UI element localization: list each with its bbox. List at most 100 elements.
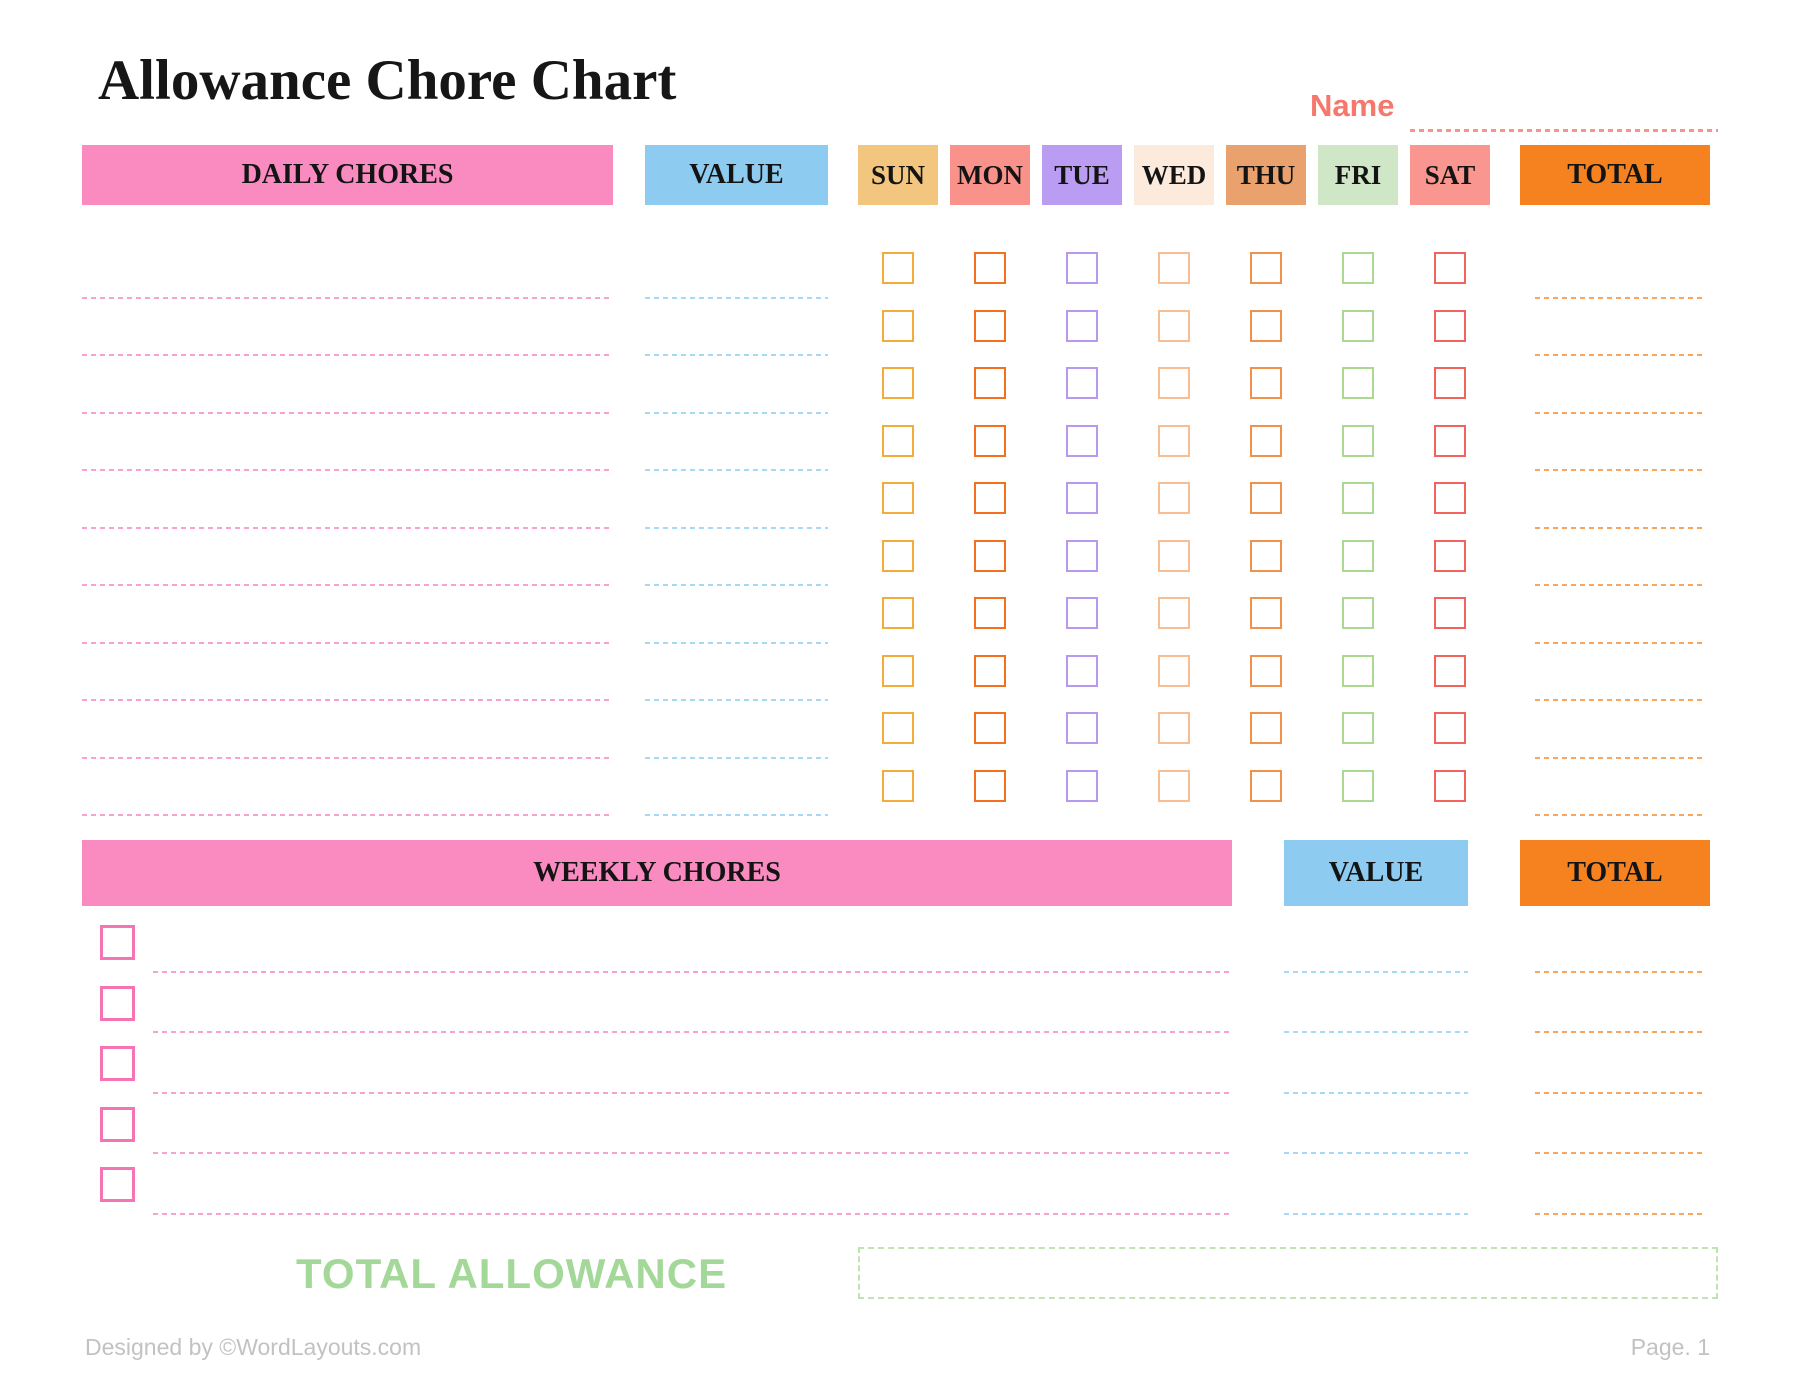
daily-checkbox-sun-row-7[interactable] (881, 597, 914, 629)
daily-checkbox-sun-row-5[interactable] (881, 482, 914, 514)
daily-total-input-line[interactable] (1535, 296, 1705, 299)
daily-total-input-line[interactable] (1535, 526, 1705, 529)
daily-chore-input-line[interactable] (82, 584, 613, 586)
weekly-chore-input-line[interactable] (153, 1212, 1232, 1215)
daily-checkbox-wed-row-5[interactable] (1157, 482, 1190, 514)
daily-checkbox-fri-row-4[interactable] (1341, 424, 1374, 457)
daily-checkbox-mon-row-9[interactable] (973, 712, 1006, 744)
daily-chore-input-line[interactable] (82, 814, 613, 816)
daily-checkbox-sun-row-8[interactable] (881, 654, 914, 687)
daily-checkbox-thu-row-2[interactable] (1249, 309, 1282, 342)
daily-checkbox-sat-row-7[interactable] (1433, 597, 1466, 629)
daily-checkbox-tue-row-7[interactable] (1065, 597, 1098, 629)
daily-checkbox-fri-row-2[interactable] (1341, 309, 1374, 342)
daily-checkbox-mon-row-7[interactable] (973, 597, 1006, 629)
daily-value-input-line[interactable] (645, 354, 828, 356)
daily-chore-input-line[interactable] (82, 469, 613, 471)
weekly-checkbox-row-1[interactable] (100, 925, 135, 960)
daily-checkbox-wed-row-6[interactable] (1157, 539, 1190, 572)
daily-checkbox-sat-row-5[interactable] (1433, 482, 1466, 514)
daily-checkbox-thu-row-10[interactable] (1249, 769, 1282, 802)
daily-checkbox-thu-row-9[interactable] (1249, 712, 1282, 744)
daily-checkbox-mon-row-4[interactable] (973, 424, 1006, 457)
daily-checkbox-thu-row-3[interactable] (1249, 367, 1282, 399)
daily-checkbox-thu-row-1[interactable] (1249, 252, 1282, 284)
daily-checkbox-tue-row-9[interactable] (1065, 712, 1098, 744)
daily-checkbox-sun-row-6[interactable] (881, 539, 914, 572)
weekly-total-input-line[interactable] (1535, 970, 1705, 973)
daily-checkbox-sat-row-2[interactable] (1433, 309, 1466, 342)
daily-total-input-line[interactable] (1535, 814, 1705, 816)
daily-checkbox-tue-row-3[interactable] (1065, 367, 1098, 399)
daily-checkbox-mon-row-6[interactable] (973, 539, 1006, 572)
daily-checkbox-sat-row-4[interactable] (1433, 424, 1466, 457)
daily-checkbox-wed-row-9[interactable] (1157, 712, 1190, 744)
weekly-value-input-line[interactable] (1284, 1212, 1468, 1215)
daily-checkbox-fri-row-3[interactable] (1341, 367, 1374, 399)
weekly-chore-input-line[interactable] (153, 1031, 1232, 1033)
daily-checkbox-sun-row-4[interactable] (881, 424, 914, 457)
daily-checkbox-tue-row-2[interactable] (1065, 309, 1098, 342)
daily-checkbox-fri-row-10[interactable] (1341, 769, 1374, 802)
daily-checkbox-mon-row-8[interactable] (973, 654, 1006, 687)
weekly-checkbox-row-4[interactable] (100, 1106, 135, 1142)
daily-chore-input-line[interactable] (82, 641, 613, 644)
daily-checkbox-sat-row-8[interactable] (1433, 654, 1466, 687)
weekly-total-input-line[interactable] (1535, 1212, 1705, 1215)
daily-checkbox-wed-row-3[interactable] (1157, 367, 1190, 399)
weekly-total-input-line[interactable] (1535, 1031, 1705, 1033)
daily-chore-input-line[interactable] (82, 296, 613, 299)
daily-total-input-line[interactable] (1535, 699, 1705, 701)
name-input-line[interactable] (1410, 129, 1718, 132)
daily-checkbox-mon-row-3[interactable] (973, 367, 1006, 399)
daily-total-input-line[interactable] (1535, 584, 1705, 586)
daily-total-input-line[interactable] (1535, 411, 1705, 414)
daily-chore-input-line[interactable] (82, 526, 613, 529)
daily-value-input-line[interactable] (645, 411, 828, 414)
daily-checkbox-fri-row-6[interactable] (1341, 539, 1374, 572)
daily-checkbox-wed-row-1[interactable] (1157, 252, 1190, 284)
weekly-total-input-line[interactable] (1535, 1091, 1705, 1094)
total-allowance-input-box[interactable] (858, 1247, 1718, 1299)
daily-checkbox-sat-row-10[interactable] (1433, 769, 1466, 802)
daily-checkbox-tue-row-4[interactable] (1065, 424, 1098, 457)
daily-checkbox-sun-row-10[interactable] (881, 769, 914, 802)
daily-checkbox-wed-row-8[interactable] (1157, 654, 1190, 687)
daily-chore-input-line[interactable] (82, 756, 613, 759)
daily-chore-input-line[interactable] (82, 411, 613, 414)
weekly-value-input-line[interactable] (1284, 1152, 1468, 1154)
weekly-chore-input-line[interactable] (153, 1091, 1232, 1094)
weekly-chore-input-line[interactable] (153, 1152, 1232, 1154)
daily-checkbox-fri-row-8[interactable] (1341, 654, 1374, 687)
daily-total-input-line[interactable] (1535, 469, 1705, 471)
daily-checkbox-thu-row-7[interactable] (1249, 597, 1282, 629)
daily-value-input-line[interactable] (645, 469, 828, 471)
daily-checkbox-fri-row-7[interactable] (1341, 597, 1374, 629)
daily-checkbox-thu-row-4[interactable] (1249, 424, 1282, 457)
weekly-total-input-line[interactable] (1535, 1152, 1705, 1154)
daily-checkbox-tue-row-8[interactable] (1065, 654, 1098, 687)
daily-checkbox-sun-row-1[interactable] (881, 252, 914, 284)
daily-checkbox-sat-row-6[interactable] (1433, 539, 1466, 572)
daily-checkbox-mon-row-2[interactable] (973, 309, 1006, 342)
daily-checkbox-fri-row-1[interactable] (1341, 252, 1374, 284)
daily-checkbox-sat-row-9[interactable] (1433, 712, 1466, 744)
daily-value-input-line[interactable] (645, 584, 828, 586)
daily-total-input-line[interactable] (1535, 354, 1705, 356)
daily-checkbox-fri-row-9[interactable] (1341, 712, 1374, 744)
weekly-value-input-line[interactable] (1284, 1031, 1468, 1033)
daily-checkbox-sun-row-3[interactable] (881, 367, 914, 399)
daily-checkbox-wed-row-4[interactable] (1157, 424, 1190, 457)
daily-checkbox-sat-row-1[interactable] (1433, 252, 1466, 284)
daily-checkbox-thu-row-6[interactable] (1249, 539, 1282, 572)
daily-checkbox-fri-row-5[interactable] (1341, 482, 1374, 514)
daily-value-input-line[interactable] (645, 526, 828, 529)
daily-total-input-line[interactable] (1535, 641, 1705, 644)
daily-chore-input-line[interactable] (82, 699, 613, 701)
weekly-checkbox-row-5[interactable] (100, 1167, 135, 1202)
daily-checkbox-tue-row-6[interactable] (1065, 539, 1098, 572)
daily-checkbox-wed-row-7[interactable] (1157, 597, 1190, 629)
daily-checkbox-tue-row-1[interactable] (1065, 252, 1098, 284)
weekly-value-input-line[interactable] (1284, 970, 1468, 973)
daily-checkbox-thu-row-5[interactable] (1249, 482, 1282, 514)
